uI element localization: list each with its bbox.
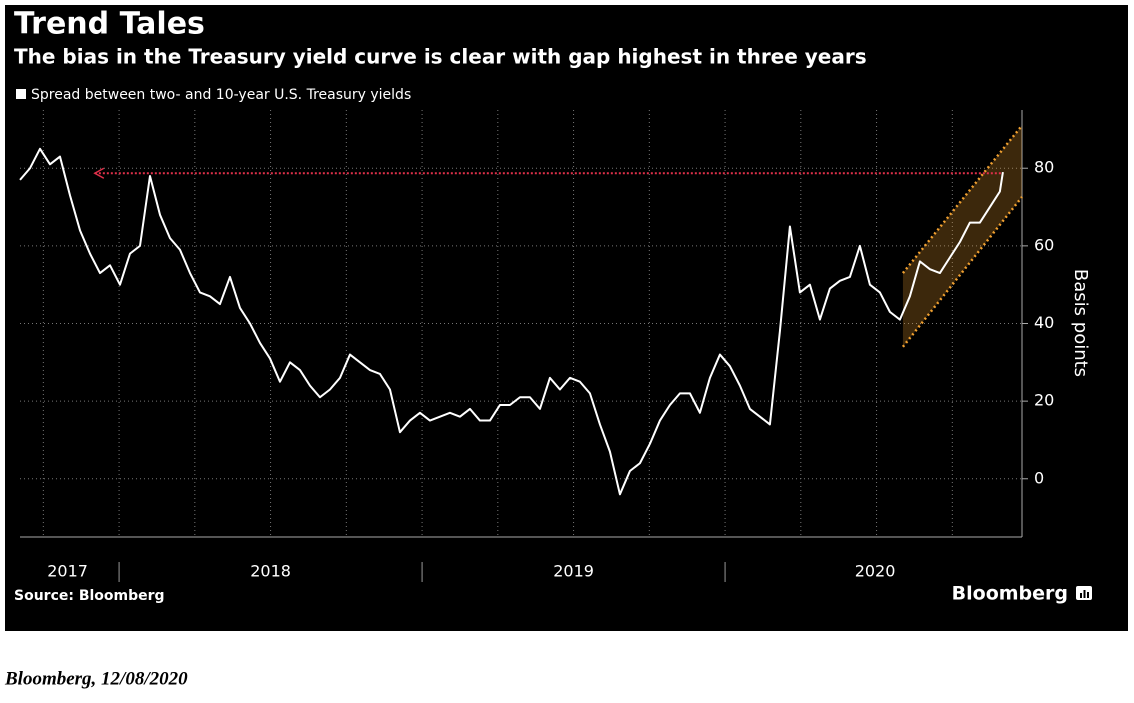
- caption: Bloomberg, 12/08/2020: [4, 668, 188, 689]
- y-tick-label: 0: [1034, 468, 1044, 487]
- y-tick-label: 60: [1034, 235, 1054, 254]
- brand-icon-bar: [1080, 593, 1082, 598]
- x-tick-label: 2019: [553, 562, 594, 581]
- legend-label: Spread between two- and 10-year U.S. Tre…: [31, 87, 411, 103]
- legend-swatch: [16, 89, 26, 99]
- data-line: [19, 147, 1004, 496]
- brand-icon-bar: [1087, 592, 1089, 598]
- channel-lower: [901, 196, 1023, 348]
- chart-subtitle: The bias in the Treasury yield curve is …: [14, 45, 867, 69]
- channel-upper: [901, 124, 1023, 274]
- brand: Bloomberg: [952, 583, 1068, 605]
- chart-title: Trend Tales: [14, 7, 205, 42]
- x-tick-label: 2017: [47, 562, 88, 581]
- brand-icon: [1076, 586, 1092, 600]
- y-axis-label: Basis points: [1070, 269, 1091, 377]
- chart-background: [5, 5, 1128, 631]
- y-tick-label: 20: [1034, 391, 1054, 410]
- y-tick-label: 80: [1034, 158, 1054, 177]
- source: Source: Bloomberg: [14, 588, 165, 604]
- x-tick-label: 2020: [855, 562, 896, 581]
- x-tick-label: 2018: [250, 562, 291, 581]
- brand-icon-bar: [1083, 590, 1086, 598]
- reference-arrowhead: [93, 167, 105, 179]
- y-tick-label: 40: [1034, 313, 1054, 332]
